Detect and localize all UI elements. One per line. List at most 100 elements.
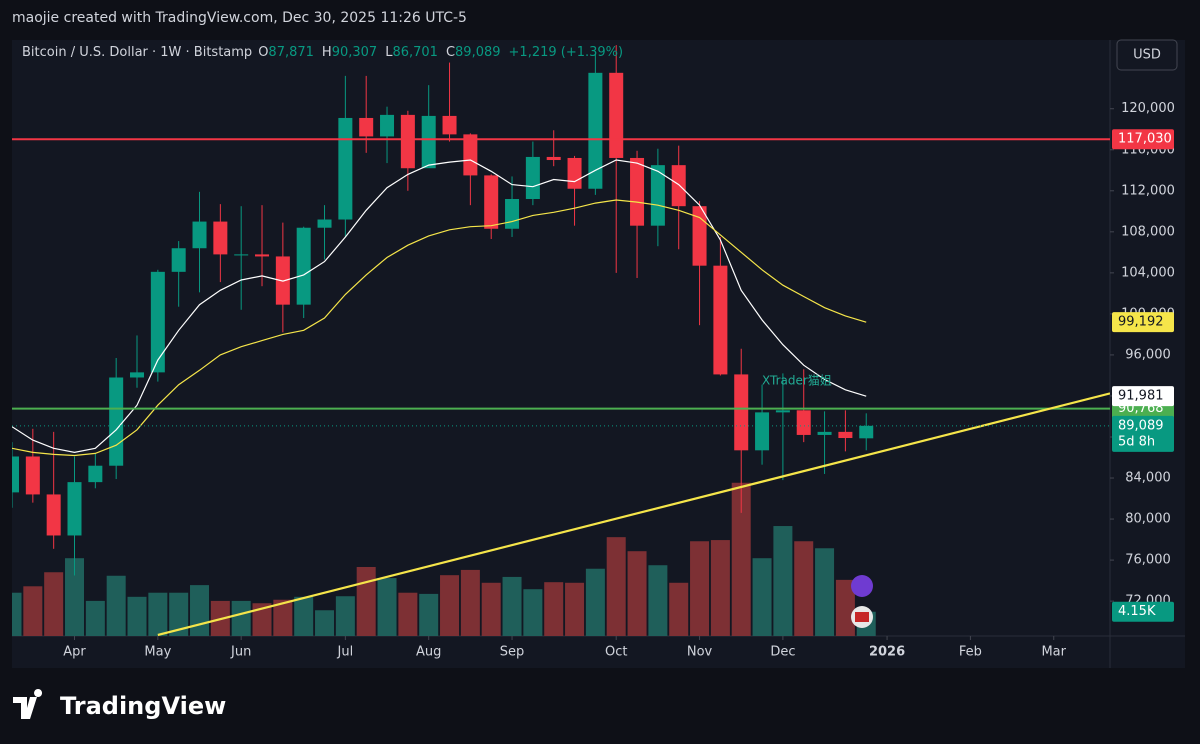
- footer-brand: TradingView: [60, 692, 226, 720]
- candle-body: [359, 117, 374, 137]
- candle-body: [130, 372, 145, 378]
- volume-bar: [544, 582, 564, 636]
- x-tick-label: Aug: [416, 645, 441, 660]
- top-note: maojie created with TradingView.com, Dec…: [12, 10, 467, 26]
- y-tick-label: 108,000: [1121, 224, 1175, 239]
- candle-body: [109, 377, 124, 466]
- y-tick-label: 76,000: [1125, 553, 1171, 568]
- price-label-box: [1112, 129, 1174, 150]
- volume-bar: [648, 565, 668, 636]
- candle-body: [442, 115, 457, 135]
- annotation: XTrader猫姐: [762, 374, 832, 388]
- candle-body: [859, 425, 874, 439]
- candle-body: [192, 221, 207, 249]
- volume-bar: [190, 585, 210, 636]
- candle-body: [400, 114, 415, 169]
- ohlc-key: O: [258, 45, 268, 60]
- y-tick-label: 120,000: [1121, 101, 1175, 116]
- volume-bar: [502, 576, 522, 636]
- volume-bar: [835, 579, 855, 636]
- icons: [851, 575, 873, 628]
- y-tick-label: 112,000: [1121, 183, 1175, 198]
- x-tick-label: May: [144, 645, 171, 660]
- flag-icon: [855, 612, 869, 622]
- volume-bar: [252, 603, 272, 636]
- legend-header: Bitcoin / U.S. Dollar · 1W · Bitstamp O87…: [22, 45, 623, 60]
- volume-bar: [815, 548, 835, 636]
- volume-bar: [294, 596, 314, 636]
- volume-bar: [148, 592, 168, 636]
- currency[interactable]: USD: [1133, 48, 1161, 63]
- volume-bar: [523, 589, 543, 636]
- candle-body: [46, 494, 61, 536]
- candle-body: [317, 219, 332, 228]
- ohlc-value: 90,307: [332, 45, 378, 60]
- event-icon: [851, 575, 873, 597]
- volume-bar: [44, 572, 64, 636]
- candle-body: [671, 165, 686, 207]
- candle-body: [713, 265, 728, 375]
- candle-body: [546, 156, 561, 161]
- volume-bar: [627, 551, 647, 636]
- price-label: 5d 8h: [1118, 434, 1155, 449]
- x-tick-label: Feb: [959, 645, 982, 660]
- volume-bar: [85, 600, 105, 636]
- candle-body: [817, 431, 832, 435]
- volume-bar: [606, 537, 626, 636]
- candle-body: [484, 175, 499, 229]
- price-label-box: [1112, 386, 1174, 407]
- volume-bar: [752, 558, 772, 636]
- candle-body: [838, 431, 853, 439]
- volume-bar: [481, 582, 501, 636]
- ohlc-key: C: [446, 45, 455, 60]
- candle-body: [630, 157, 645, 226]
- candle-body: [12, 456, 19, 493]
- volume-bar: [377, 578, 397, 636]
- volume-bar: [12, 592, 22, 636]
- candle-body: [692, 206, 707, 266]
- y-tick-label: 96,000: [1125, 347, 1171, 362]
- price-label-box: [1112, 415, 1174, 452]
- volume-bar: [315, 610, 335, 636]
- logo-mark: [13, 689, 43, 719]
- candle-body: [567, 157, 582, 189]
- x-tick-label: Jul: [337, 645, 354, 660]
- volume-bar: [794, 541, 814, 636]
- candle-body: [505, 199, 520, 229]
- x-tick-label: 2026: [869, 645, 905, 660]
- y-tick-label: 84,000: [1125, 471, 1171, 486]
- candle-body: [338, 117, 353, 220]
- volume-bar: [231, 600, 251, 636]
- x-tick-label: Nov: [687, 645, 713, 660]
- ohlc-value: 89,089: [455, 45, 501, 60]
- currency-button[interactable]: [1116, 39, 1178, 71]
- candle-body: [234, 254, 249, 256]
- candle-body: [421, 115, 436, 169]
- candle-body: [380, 114, 395, 137]
- volume-bar: [690, 541, 710, 636]
- volume-bar: [460, 569, 480, 636]
- candle-body: [255, 254, 270, 257]
- candle-body: [150, 271, 165, 373]
- price-label: 89,089: [1118, 418, 1164, 433]
- volume-bar: [585, 568, 605, 636]
- price-label-box: [1112, 601, 1174, 622]
- candle-body: [650, 165, 665, 226]
- candle-body: [213, 221, 228, 255]
- volume-bar: [419, 593, 439, 636]
- volume-bar: [127, 596, 147, 636]
- ohlc-key: L: [385, 45, 393, 60]
- candle-body: [296, 227, 311, 305]
- y-tick-label: 104,000: [1121, 265, 1175, 280]
- volume-bar: [565, 582, 585, 636]
- price-layer: XTrader猫姐: [12, 45, 1110, 636]
- price-label: 99,192: [1118, 315, 1164, 330]
- volume-bar: [773, 526, 793, 636]
- price-label: 117,030: [1118, 132, 1172, 147]
- volume-bar: [65, 558, 85, 636]
- volume-bar: [398, 592, 418, 636]
- candle-body: [25, 456, 40, 495]
- candle-body: [755, 412, 770, 451]
